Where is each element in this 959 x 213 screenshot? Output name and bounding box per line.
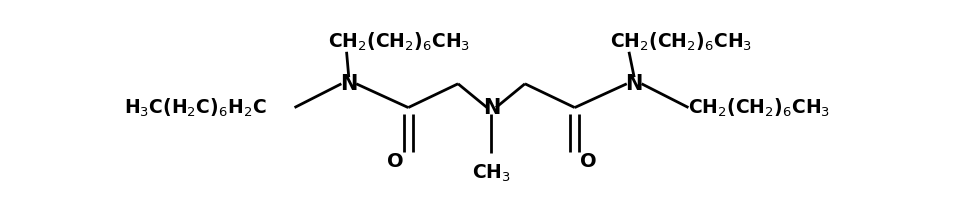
Text: N: N (482, 98, 501, 118)
Text: O: O (580, 152, 596, 171)
Text: H$_3$C(H$_2$C)$_6$H$_2$C: H$_3$C(H$_2$C)$_6$H$_2$C (124, 96, 267, 119)
Text: N: N (340, 74, 358, 94)
Text: N: N (625, 74, 643, 94)
Text: CH$_3$: CH$_3$ (472, 163, 511, 184)
Text: CH$_2$(CH$_2$)$_6$CH$_3$: CH$_2$(CH$_2$)$_6$CH$_3$ (611, 31, 753, 53)
Text: CH$_2$(CH$_2$)$_6$CH$_3$: CH$_2$(CH$_2$)$_6$CH$_3$ (328, 31, 470, 53)
Text: O: O (386, 152, 403, 171)
Text: CH$_2$(CH$_2$)$_6$CH$_3$: CH$_2$(CH$_2$)$_6$CH$_3$ (689, 96, 830, 119)
